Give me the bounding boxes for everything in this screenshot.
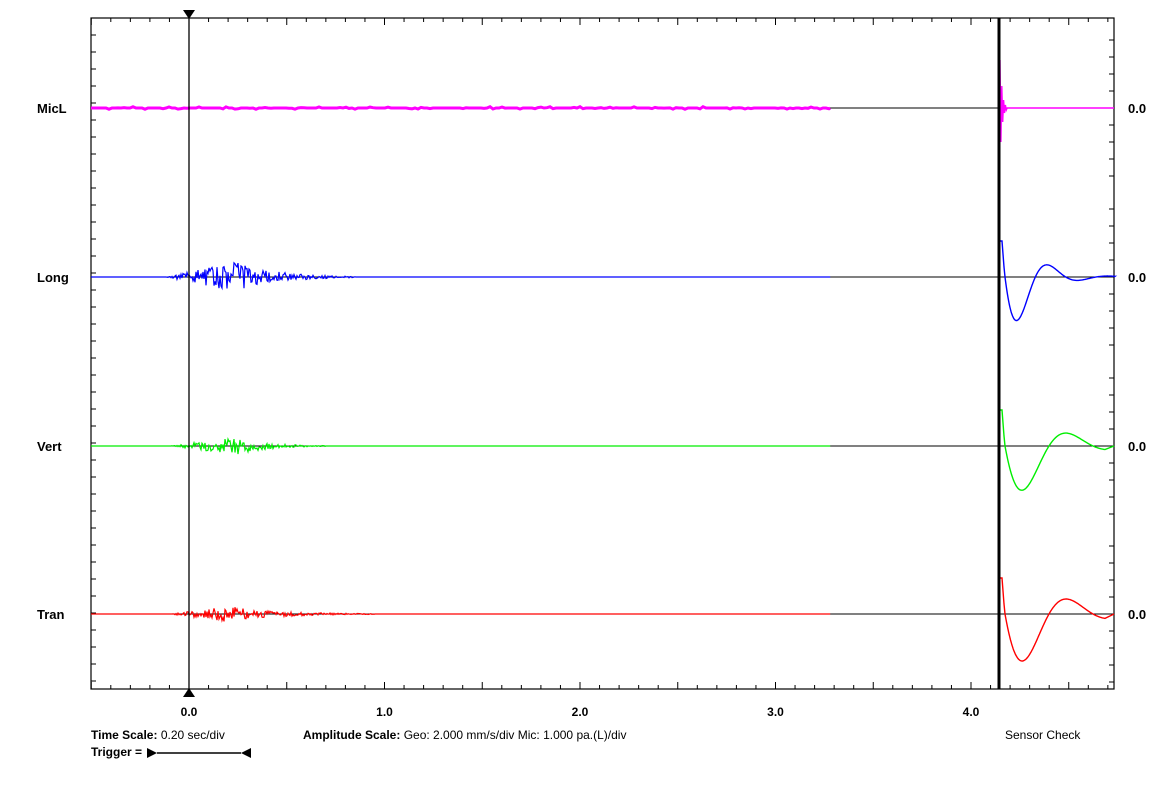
channel-value: 0.0 bbox=[1128, 270, 1146, 285]
x-tick-label: 2.0 bbox=[572, 705, 589, 719]
channel-label: Long bbox=[37, 270, 69, 285]
trigger-label: Trigger = bbox=[91, 745, 143, 759]
trace-long bbox=[91, 261, 831, 291]
trace-tran bbox=[91, 607, 831, 623]
trigger-symbol-icon bbox=[147, 747, 252, 758]
sensor-check-long bbox=[1000, 240, 1118, 322]
sensor-check-tran bbox=[1000, 577, 1115, 662]
x-tick-label: 4.0 bbox=[963, 705, 980, 719]
plot-frame bbox=[90, 17, 1115, 690]
trigger-top-marker-icon bbox=[183, 10, 195, 19]
amplitude-scale-label: Amplitude Scale: bbox=[303, 728, 401, 742]
channel-label: Vert bbox=[37, 439, 62, 454]
time-scale-label: Time Scale: bbox=[91, 728, 158, 742]
sensor-check-vert bbox=[1000, 409, 1115, 491]
sensor-check-micl bbox=[998, 59, 1114, 143]
amplitude-scale-value: Geo: 2.000 mm/s/div Mic: 1.000 pa.(L)/di… bbox=[403, 728, 627, 742]
channel-label: MicL bbox=[37, 101, 67, 116]
channel-value: 0.0 bbox=[1128, 439, 1146, 454]
x-tick-label: 1.0 bbox=[376, 705, 393, 719]
channel-value: 0.0 bbox=[1128, 101, 1146, 116]
trace-micl bbox=[91, 104, 832, 111]
trigger-legend: Trigger = bbox=[91, 745, 255, 760]
channel-label: Tran bbox=[37, 607, 65, 622]
time-scale-text: Time Scale: 0.20 sec/div bbox=[91, 728, 225, 742]
channel-value: 0.0 bbox=[1128, 607, 1146, 622]
trace-vert bbox=[91, 436, 831, 455]
time-scale-value: 0.20 sec/div bbox=[160, 728, 225, 742]
sensor-check-label: Sensor Check bbox=[1005, 728, 1081, 742]
trigger-bottom-marker-icon bbox=[183, 688, 195, 697]
x-tick-label: 0.0 bbox=[181, 705, 198, 719]
amplitude-scale-text: Amplitude Scale: Geo: 2.000 mm/s/div Mic… bbox=[303, 728, 626, 742]
x-tick-label: 3.0 bbox=[767, 705, 784, 719]
